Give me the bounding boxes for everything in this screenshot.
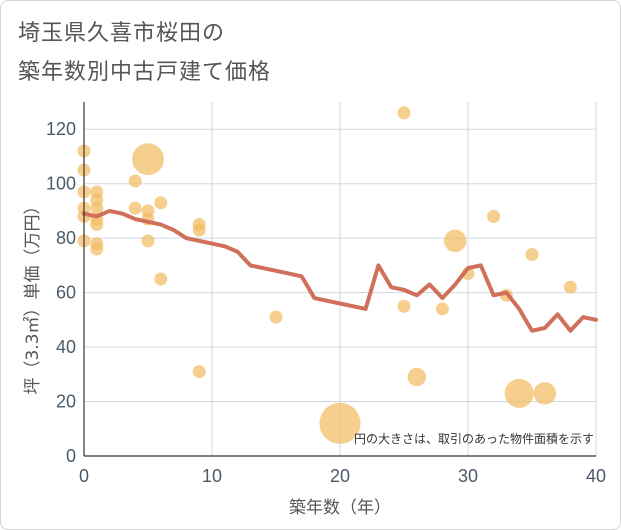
x-tick-label: 40	[586, 466, 606, 486]
bubble-series	[77, 106, 577, 444]
y-tick-label: 40	[56, 337, 76, 357]
y-tick-label: 20	[56, 392, 76, 412]
data-point	[128, 201, 142, 215]
axes	[83, 102, 596, 457]
x-tick-label: 20	[330, 466, 350, 486]
data-point	[141, 234, 155, 248]
data-point	[128, 174, 142, 188]
data-point	[563, 280, 577, 294]
data-point	[443, 229, 467, 253]
data-point	[487, 209, 501, 223]
y-tick-label: 120	[46, 119, 76, 139]
data-point	[435, 302, 449, 316]
tick-labels: 0 20 40 60 80 100 120 0 10 20 30 40	[46, 119, 606, 486]
data-point	[407, 367, 426, 387]
data-point	[154, 196, 168, 210]
data-point	[132, 143, 164, 176]
bubble-size-note: 円の大きさは、取引のあった物件面積を示す	[354, 431, 594, 446]
trend-line	[82, 208, 598, 333]
chart-title-line1: 埼玉県久喜市桜田の	[18, 21, 226, 46]
data-point	[154, 272, 168, 286]
y-tick-label: 0	[66, 446, 76, 466]
data-point	[192, 365, 206, 379]
data-point	[319, 402, 361, 444]
data-point	[90, 201, 104, 215]
y-tick-label: 100	[46, 174, 76, 194]
x-axis-label: 築年数（年）	[289, 498, 391, 518]
data-point	[269, 310, 283, 324]
y-tick-label: 60	[56, 283, 76, 303]
data-point	[90, 218, 104, 232]
x-tick-label: 0	[79, 466, 89, 486]
y-tick-label: 80	[56, 228, 76, 248]
chart-title-line2: 築年数別中古戸建て価格	[18, 60, 272, 85]
y-axis-label: 坪（3.3㎡）単価（万円）	[23, 197, 43, 394]
data-point	[504, 378, 534, 408]
x-tick-label: 30	[458, 466, 478, 486]
x-tick-label: 10	[202, 466, 222, 486]
data-point	[397, 106, 411, 120]
data-point	[533, 382, 557, 405]
trend-line-series	[82, 208, 598, 333]
data-point	[397, 299, 411, 313]
data-point	[192, 223, 206, 237]
data-point	[90, 242, 104, 256]
data-point	[525, 247, 539, 261]
